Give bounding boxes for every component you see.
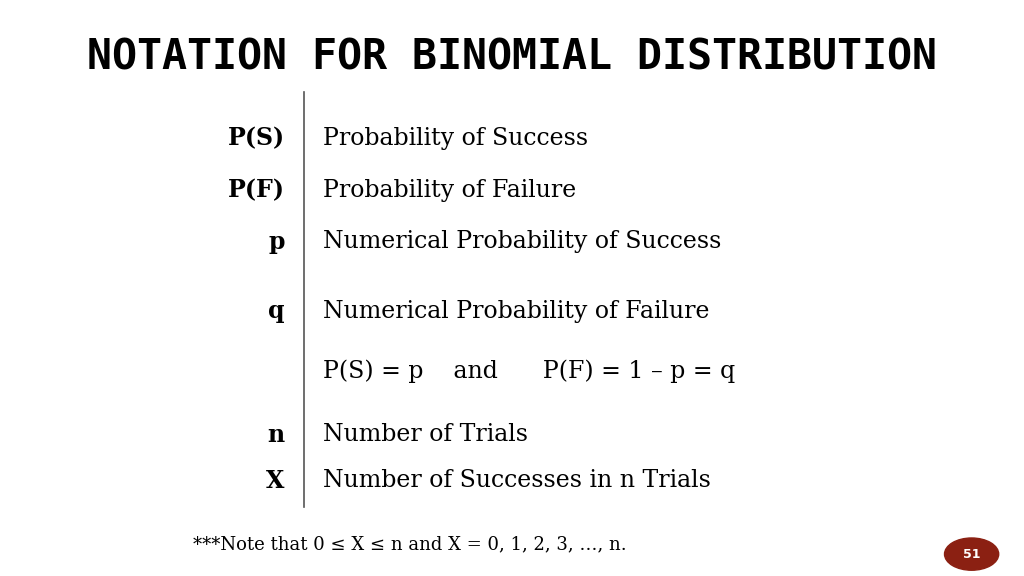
Text: Number of Trials: Number of Trials bbox=[324, 423, 528, 446]
Text: p: p bbox=[268, 230, 285, 254]
Text: P(S) = p    and      P(F) = 1 – p = q: P(S) = p and P(F) = 1 – p = q bbox=[324, 360, 735, 383]
Text: ***Note that 0 ≤ X ≤ n and X = 0, 1, 2, 3, …, n.: ***Note that 0 ≤ X ≤ n and X = 0, 1, 2, … bbox=[193, 535, 627, 554]
Text: NOTATION FOR BINOMIAL DISTRIBUTION: NOTATION FOR BINOMIAL DISTRIBUTION bbox=[87, 37, 937, 78]
Circle shape bbox=[944, 538, 998, 570]
Text: Number of Successes in n Trials: Number of Successes in n Trials bbox=[324, 469, 712, 492]
Text: X: X bbox=[266, 469, 285, 493]
Text: Probability of Failure: Probability of Failure bbox=[324, 179, 577, 202]
Text: Numerical Probability of Success: Numerical Probability of Success bbox=[324, 230, 722, 253]
Text: q: q bbox=[268, 299, 285, 323]
Text: Numerical Probability of Failure: Numerical Probability of Failure bbox=[324, 300, 710, 323]
Text: n: n bbox=[267, 423, 285, 447]
Text: P(S): P(S) bbox=[227, 126, 285, 150]
Text: Probability of Success: Probability of Success bbox=[324, 127, 589, 150]
Text: 51: 51 bbox=[963, 548, 980, 560]
Text: P(F): P(F) bbox=[227, 178, 285, 202]
